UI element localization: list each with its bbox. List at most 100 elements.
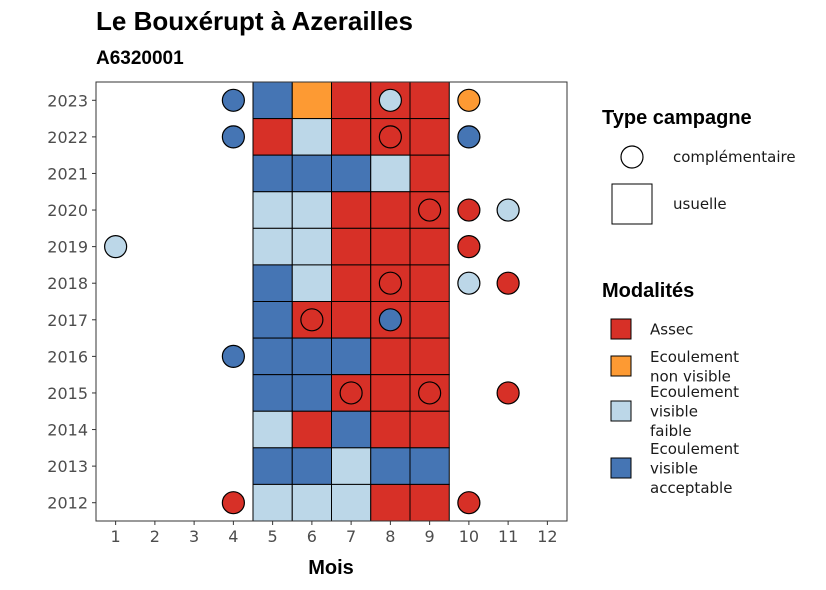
tile-2013-5 bbox=[252, 447, 293, 485]
x-tick-label: 12 bbox=[537, 527, 557, 546]
legend-fill-label: Assec bbox=[650, 321, 693, 339]
x-tick-label: 3 bbox=[189, 527, 199, 546]
point-2019-10 bbox=[457, 235, 481, 259]
point-2015-7 bbox=[339, 381, 363, 405]
y-tick-label: 2022 bbox=[47, 128, 88, 147]
tile-2015-6 bbox=[291, 374, 332, 412]
tile-2015-5 bbox=[252, 374, 293, 412]
y-tick-label: 2016 bbox=[47, 347, 88, 366]
tile-2012-7 bbox=[331, 483, 372, 522]
x-tick-label: 11 bbox=[498, 527, 518, 546]
x-tick-label: 6 bbox=[307, 527, 317, 546]
x-axis-title: Mois bbox=[308, 557, 354, 579]
point-2022-10 bbox=[457, 125, 481, 149]
tile-2023-9 bbox=[409, 81, 450, 120]
tile-2022-6 bbox=[291, 118, 332, 156]
legend-fill-label: Ecoulement bbox=[650, 348, 739, 366]
point-2020-11 bbox=[496, 198, 520, 222]
y-tick-label: 2015 bbox=[47, 384, 88, 403]
y-tick-label: 2012 bbox=[47, 494, 88, 513]
point-2015-11 bbox=[496, 381, 520, 405]
point-2023-8 bbox=[378, 88, 402, 112]
x-tick-label: 9 bbox=[425, 527, 435, 546]
point-2017-8 bbox=[378, 308, 402, 332]
tile-2012-9 bbox=[409, 483, 450, 522]
y-tick-label: 2013 bbox=[47, 457, 88, 476]
legend-square-key bbox=[611, 183, 653, 225]
tile-2013-8 bbox=[370, 447, 411, 485]
tile-2016-9 bbox=[409, 337, 450, 376]
tile-2023-7 bbox=[331, 81, 372, 120]
point-2018-8 bbox=[378, 271, 402, 295]
legend-fill-key bbox=[610, 457, 632, 479]
point-2017-6 bbox=[300, 308, 324, 332]
legend-shape-title: Type campagne bbox=[602, 107, 752, 129]
point-2020-9 bbox=[418, 198, 442, 222]
tile-2019-7 bbox=[331, 227, 372, 266]
x-tick-label: 7 bbox=[346, 527, 356, 546]
legend-shape-label: usuelle bbox=[673, 195, 727, 213]
x-axis: 1 2 3 4 5 6 7 8 9 10 11 12 bbox=[111, 521, 558, 546]
tile-2014-9 bbox=[409, 410, 450, 449]
tile-2017-7 bbox=[331, 301, 372, 339]
point-2022-8 bbox=[378, 125, 402, 149]
tile-2012-8 bbox=[370, 483, 411, 522]
x-tick-label: 2 bbox=[150, 527, 160, 546]
point-2016-4 bbox=[221, 344, 245, 368]
legend-shape-label: complémentaire bbox=[673, 148, 796, 166]
tile-2021-5 bbox=[252, 154, 293, 193]
legend-fill-key bbox=[610, 318, 632, 340]
x-tick-label: 10 bbox=[459, 527, 479, 546]
tile-2016-7 bbox=[331, 337, 372, 376]
tile-2021-7 bbox=[331, 154, 372, 193]
tile-2019-5 bbox=[252, 227, 293, 266]
point-2015-9 bbox=[418, 381, 442, 405]
legend-fill-label: visible bbox=[650, 403, 698, 421]
x-tick-label: 8 bbox=[385, 527, 395, 546]
tile-2020-5 bbox=[252, 191, 293, 229]
y-tick-label: 2023 bbox=[47, 91, 88, 110]
legend-circle-key bbox=[620, 145, 644, 169]
tile-2016-5 bbox=[252, 337, 293, 376]
tile-2014-6 bbox=[291, 410, 332, 449]
tile-2022-5 bbox=[252, 118, 293, 156]
point-2020-10 bbox=[457, 198, 481, 222]
point-2023-10 bbox=[457, 88, 481, 112]
tile-2015-8 bbox=[370, 374, 411, 412]
tile-2021-8 bbox=[370, 154, 411, 193]
legend-fill-title: Modalités bbox=[602, 280, 694, 302]
tile-2017-9 bbox=[409, 301, 450, 339]
tile-2021-9 bbox=[409, 154, 450, 193]
x-tick-label: 5 bbox=[268, 527, 278, 546]
chart-title: Le Bouxérupt à Azerailles bbox=[96, 6, 413, 36]
y-tick-label: 2020 bbox=[47, 201, 88, 220]
tile-2012-5 bbox=[252, 483, 293, 522]
legend-fill-label: faible bbox=[650, 422, 692, 440]
tile-2023-6 bbox=[291, 81, 332, 120]
y-tick-label: 2018 bbox=[47, 274, 88, 293]
tile-2013-9 bbox=[409, 447, 450, 485]
point-2022-4 bbox=[221, 125, 245, 149]
tile-2016-8 bbox=[370, 337, 411, 376]
point-2012-4 bbox=[221, 491, 245, 515]
tile-2020-6 bbox=[291, 191, 332, 229]
tile-2012-6 bbox=[291, 483, 332, 522]
tile-2013-7 bbox=[331, 447, 372, 485]
legend-fill-label: Ecoulement bbox=[650, 383, 739, 401]
y-tick-label: 2019 bbox=[47, 238, 88, 257]
tile-2016-6 bbox=[291, 337, 332, 376]
point-2019-1 bbox=[104, 235, 128, 259]
legend-fill-label: acceptable bbox=[650, 479, 732, 497]
y-tick-label: 2017 bbox=[47, 311, 88, 330]
tile-2022-7 bbox=[331, 118, 372, 156]
tile-2019-6 bbox=[291, 227, 332, 266]
y-axis: 2012 2013 2014 2015 2016 2017 2018 2019 2020 2021… bbox=[47, 91, 96, 513]
tile-2020-7 bbox=[331, 191, 372, 229]
tile-2018-5 bbox=[252, 264, 293, 302]
legend-fill-label: Ecoulement bbox=[650, 440, 739, 458]
tile-2023-5 bbox=[252, 81, 293, 120]
tile-2018-6 bbox=[291, 264, 332, 302]
tile-2019-8 bbox=[370, 227, 411, 266]
